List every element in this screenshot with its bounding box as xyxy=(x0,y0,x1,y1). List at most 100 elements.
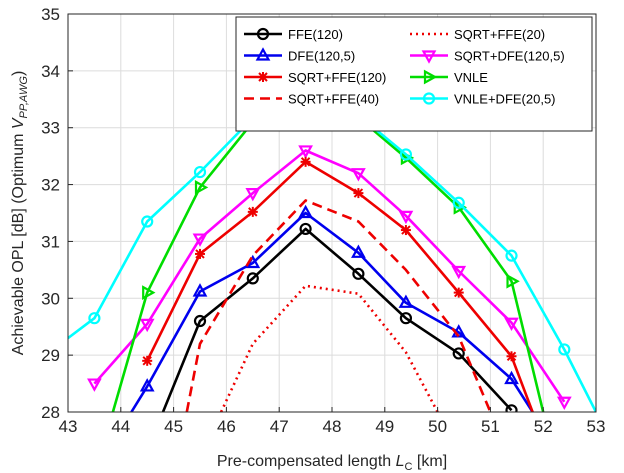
star-stroke xyxy=(454,287,464,298)
legend-label: FFE(120) xyxy=(288,27,343,42)
data-point xyxy=(300,156,311,167)
series-line xyxy=(130,211,534,412)
data-point xyxy=(192,283,208,297)
data-point xyxy=(351,244,366,258)
star-stroke xyxy=(142,356,152,366)
data-point xyxy=(421,50,437,64)
data-point xyxy=(398,294,414,308)
legend-item: FFE(120) xyxy=(244,27,343,42)
y-tick-label: 32 xyxy=(41,176,60,195)
legend-item: DFE(120,5) xyxy=(244,47,355,64)
star-stroke xyxy=(300,157,311,167)
data-point xyxy=(142,285,156,300)
data-point xyxy=(87,378,102,392)
tick-labels: 43 44 45 46 47 48 49 50 51 52 53 28 29 30 31 32 33 34 35 xyxy=(41,5,605,436)
x-tick-label: 53 xyxy=(587,417,606,436)
series-sqrt-ffe-20- xyxy=(219,284,439,412)
data-point xyxy=(141,215,154,228)
data-point xyxy=(506,351,517,362)
star-stroke xyxy=(353,188,364,198)
data-point xyxy=(423,69,438,85)
data-point xyxy=(558,343,571,356)
legend-box xyxy=(235,16,593,132)
x-tick-label: 50 xyxy=(428,417,447,436)
data-point xyxy=(258,72,268,82)
star-stroke xyxy=(506,351,517,361)
series-line xyxy=(111,108,545,412)
data-point xyxy=(139,378,155,392)
legend-item: SQRT+FFE(20) xyxy=(410,27,545,42)
y-tick-label: 31 xyxy=(41,232,60,251)
legend-label: VNLE xyxy=(454,70,488,85)
series-line xyxy=(93,149,566,403)
legend-item: VNLE xyxy=(410,69,488,85)
series-ffe-120- xyxy=(161,222,518,412)
x-tick-label: 44 xyxy=(111,417,130,436)
data-point xyxy=(255,47,271,61)
x-tick-label: 52 xyxy=(534,417,553,436)
data-point xyxy=(256,27,270,41)
data-point xyxy=(142,355,153,366)
legend-item: SQRT+FFE(120) xyxy=(244,70,386,85)
data-point xyxy=(353,188,364,199)
series-line xyxy=(161,227,513,412)
series-sqrt-ffe-40- xyxy=(185,199,492,412)
legend-item: SQRT+DFE(120,5) xyxy=(410,49,565,64)
data-point xyxy=(505,249,518,262)
data-point xyxy=(452,347,465,360)
star-stroke xyxy=(248,207,258,217)
data-point xyxy=(453,287,464,298)
series-line xyxy=(219,284,439,412)
x-tick-label: 46 xyxy=(217,417,236,436)
series-line xyxy=(185,199,492,412)
y-axis-title: Achievable OPL [dB] (Optimum VPP,AWG) xyxy=(10,71,30,356)
y-tick-label: 28 xyxy=(41,403,60,422)
y-tick-label: 30 xyxy=(41,289,60,308)
legend: FFE(120) SQRT+FFE(20) DFE(120,5) SQRT+DFE(1… xyxy=(235,16,593,132)
y-tick-label: 33 xyxy=(41,119,60,138)
data-point xyxy=(139,318,155,333)
y-tick-label: 29 xyxy=(41,346,60,365)
legend-label: SQRT+FFE(120) xyxy=(288,70,386,85)
x-tick-label: 51 xyxy=(481,417,500,436)
series-vnle xyxy=(111,102,545,412)
data-point xyxy=(88,312,101,325)
legend-label: SQRT+FFE(40) xyxy=(288,92,379,107)
y-tick-label: 35 xyxy=(41,5,60,24)
data-point xyxy=(398,210,414,225)
x-tick-label: 43 xyxy=(59,417,78,436)
data-point xyxy=(399,312,413,325)
data-point xyxy=(298,204,313,219)
data-point xyxy=(452,196,465,209)
x-tick-label: 45 xyxy=(164,417,183,436)
data-point xyxy=(352,267,365,280)
data-point xyxy=(506,273,520,289)
series-sqrt-ffe-120- xyxy=(142,156,534,412)
legend-label: SQRT+FFE(20) xyxy=(454,27,545,42)
data-point xyxy=(399,148,413,161)
data-point xyxy=(351,168,366,182)
data-point xyxy=(299,222,312,236)
legend-item: VNLE+DFE(20,5) xyxy=(410,92,556,107)
data-point xyxy=(193,165,207,179)
legend-label: DFE(120,5) xyxy=(288,49,355,64)
legend-item: SQRT+FFE(40) xyxy=(244,92,379,107)
data-point xyxy=(195,248,205,259)
data-point xyxy=(247,206,258,217)
data-point xyxy=(298,145,313,159)
series-sqrt-dfe-120-5- xyxy=(87,145,572,411)
data-point xyxy=(245,188,261,202)
star-stroke xyxy=(258,72,268,82)
data-point xyxy=(451,265,467,280)
data-point xyxy=(194,180,209,195)
star-stroke xyxy=(401,225,411,235)
data-point xyxy=(422,92,436,105)
x-tick-label: 47 xyxy=(270,417,289,436)
data-point xyxy=(246,272,259,285)
data-point xyxy=(192,233,208,247)
data-point xyxy=(193,314,207,328)
legend-label: VNLE+DFE(20,5) xyxy=(454,92,556,107)
data-point xyxy=(505,404,518,412)
star-stroke xyxy=(195,249,205,259)
